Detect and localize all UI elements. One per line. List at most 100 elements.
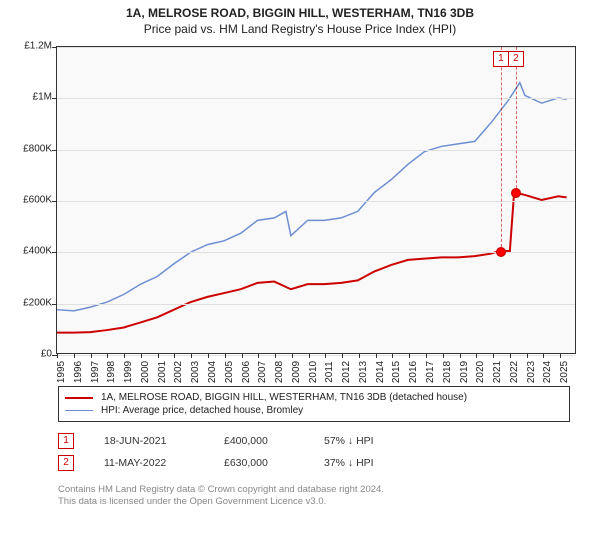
x-axis-label: 1996 — [73, 361, 81, 383]
x-axis-label: 1999 — [123, 361, 131, 383]
series-svg — [57, 47, 575, 353]
sale-marker-label: 1 — [493, 51, 509, 67]
gridline — [57, 98, 575, 99]
chart-subtitle: Price paid vs. HM Land Registry's House … — [8, 22, 592, 36]
x-tick — [560, 353, 561, 358]
x-tick — [292, 353, 293, 358]
x-tick — [493, 353, 494, 358]
y-axis-label: £400K — [12, 246, 52, 257]
sale-delta: 57% ↓ HPI — [324, 435, 414, 447]
x-tick — [124, 353, 125, 358]
x-tick — [57, 353, 58, 358]
x-tick — [376, 353, 377, 358]
x-axis-label: 2017 — [425, 361, 433, 383]
x-axis-label: 2006 — [241, 361, 249, 383]
y-axis-label: £200K — [12, 297, 52, 308]
x-axis-label: 2015 — [391, 361, 399, 383]
x-tick — [359, 353, 360, 358]
x-axis-label: 2025 — [559, 361, 567, 383]
legend-swatch — [65, 397, 93, 399]
sale-row: 118-JUN-2021£400,00057% ↓ HPI — [58, 430, 570, 452]
y-tick — [52, 47, 57, 48]
x-tick — [543, 353, 544, 358]
footer-attribution: Contains HM Land Registry data © Crown c… — [58, 484, 570, 509]
gridline — [57, 47, 575, 48]
x-axis-label: 1998 — [106, 361, 114, 383]
x-tick — [426, 353, 427, 358]
y-tick — [52, 98, 57, 99]
y-tick — [52, 252, 57, 253]
footer-line-1: Contains HM Land Registry data © Crown c… — [58, 484, 570, 496]
x-axis-label: 2019 — [459, 361, 467, 383]
x-tick — [460, 353, 461, 358]
sale-marker-point — [496, 247, 506, 257]
gridline — [57, 304, 575, 305]
x-axis-label: 1995 — [56, 361, 64, 383]
x-tick — [275, 353, 276, 358]
x-tick — [225, 353, 226, 358]
x-axis-label: 2010 — [308, 361, 316, 383]
series-line — [57, 83, 567, 311]
x-axis-label: 2013 — [358, 361, 366, 383]
x-axis-label: 2020 — [475, 361, 483, 383]
x-tick — [191, 353, 192, 358]
x-axis-label: 2011 — [324, 361, 332, 383]
x-axis-label: 2018 — [442, 361, 450, 383]
gridline — [57, 355, 575, 356]
x-tick — [258, 353, 259, 358]
sale-marker-line — [516, 47, 517, 193]
x-tick — [325, 353, 326, 358]
x-axis-label: 2004 — [207, 361, 215, 383]
x-axis-label: 2005 — [224, 361, 232, 383]
plot-area: 12 — [56, 46, 576, 354]
x-tick — [443, 353, 444, 358]
x-tick — [409, 353, 410, 358]
sale-id-box: 1 — [58, 433, 74, 449]
y-axis-label: £600K — [12, 195, 52, 206]
y-tick — [52, 201, 57, 202]
sale-delta: 37% ↓ HPI — [324, 457, 414, 469]
x-axis-label: 2024 — [542, 361, 550, 383]
sale-marker-label: 2 — [508, 51, 524, 67]
legend-item: 1A, MELROSE ROAD, BIGGIN HILL, WESTERHAM… — [65, 391, 563, 404]
x-axis-label: 2021 — [492, 361, 500, 383]
footer-line-2: This data is licensed under the Open Gov… — [58, 496, 570, 508]
x-axis-label: 2014 — [375, 361, 383, 383]
x-tick — [510, 353, 511, 358]
chart-area: 12 £0£200K£400K£600K£800K£1M£1.2M1995199… — [12, 40, 586, 380]
x-axis-label: 2008 — [274, 361, 282, 383]
x-axis-label: 2012 — [341, 361, 349, 383]
x-tick — [208, 353, 209, 358]
x-tick — [342, 353, 343, 358]
x-axis-label: 2022 — [509, 361, 517, 383]
y-tick — [52, 150, 57, 151]
x-axis-label: 2007 — [257, 361, 265, 383]
x-axis-label: 2001 — [157, 361, 165, 383]
chart-titles: 1A, MELROSE ROAD, BIGGIN HILL, WESTERHAM… — [0, 0, 600, 38]
y-axis-label: £1M — [12, 92, 52, 103]
sale-marker-line — [501, 47, 502, 252]
sale-marker-point — [511, 188, 521, 198]
x-axis-label: 1997 — [90, 361, 98, 383]
sale-date: 18-JUN-2021 — [104, 435, 194, 447]
legend-swatch — [65, 410, 93, 411]
sale-id-box: 2 — [58, 455, 74, 471]
x-tick — [392, 353, 393, 358]
legend-label: HPI: Average price, detached house, Brom… — [101, 405, 303, 416]
sales-table: 118-JUN-2021£400,00057% ↓ HPI211-MAY-202… — [58, 430, 570, 474]
sale-date: 11-MAY-2022 — [104, 457, 194, 469]
chart-title-address: 1A, MELROSE ROAD, BIGGIN HILL, WESTERHAM… — [8, 6, 592, 20]
x-tick — [74, 353, 75, 358]
x-axis-label: 2009 — [291, 361, 299, 383]
gridline — [57, 150, 575, 151]
legend: 1A, MELROSE ROAD, BIGGIN HILL, WESTERHAM… — [58, 386, 570, 422]
x-axis-label: 2000 — [140, 361, 148, 383]
y-tick — [52, 304, 57, 305]
series-line — [57, 192, 567, 332]
x-axis-label: 2002 — [173, 361, 181, 383]
gridline — [57, 201, 575, 202]
y-axis-label: £0 — [12, 349, 52, 360]
x-tick — [107, 353, 108, 358]
sale-row: 211-MAY-2022£630,00037% ↓ HPI — [58, 452, 570, 474]
x-tick — [527, 353, 528, 358]
